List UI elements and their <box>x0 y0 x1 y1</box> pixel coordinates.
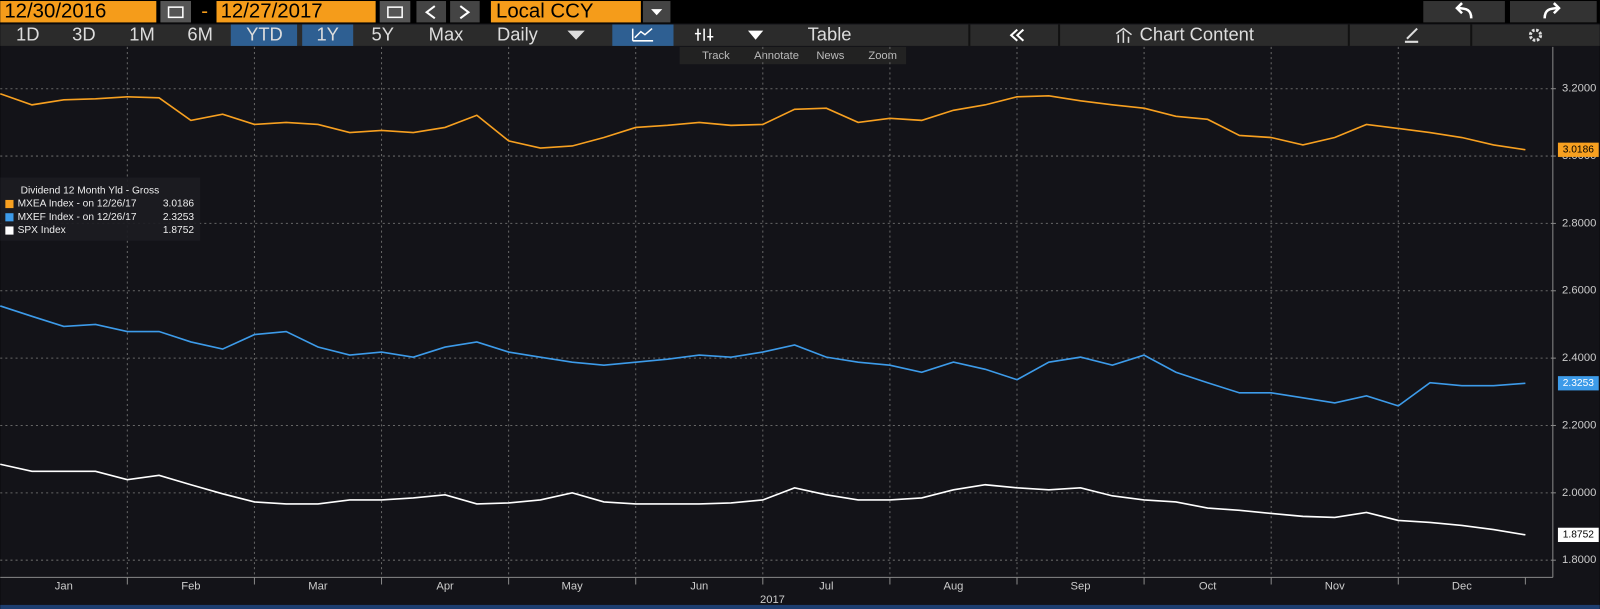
ytd-active <box>230 24 298 46</box>
undo-icon <box>1455 2 1473 19</box>
y-tick-label: 2.0000 <box>1562 487 1596 499</box>
legend-value: 3.0186 <box>163 199 194 210</box>
x-tick-label: Feb <box>181 581 200 593</box>
x-tick-label: Nov <box>1325 581 1345 593</box>
dropdown-icon <box>651 9 663 16</box>
calendar-icon <box>387 6 403 19</box>
period-button[interactable]: 6M <box>187 24 213 45</box>
date-separator: - <box>201 1 208 23</box>
y-tick-label: 3.2000 <box>1562 83 1596 95</box>
end-date: 12/27/2017 <box>221 1 323 23</box>
last-value-label: 3.0186 <box>1563 144 1594 155</box>
frequency-button[interactable]: Daily <box>497 24 539 45</box>
x-tick-label: Sep <box>1071 581 1091 593</box>
x-tick-label: Mar <box>308 581 328 593</box>
toolbar <box>0 24 1600 46</box>
period-button[interactable]: 1D <box>16 24 39 45</box>
last-value-tag <box>1557 376 1599 391</box>
y-tick-label: 2.4000 <box>1562 352 1596 364</box>
tool-button[interactable]: News <box>816 50 844 62</box>
edit-icon[interactable] <box>1404 27 1419 43</box>
prev-icon <box>424 5 436 20</box>
settings-icon[interactable] <box>1528 28 1543 42</box>
table-button[interactable]: Table <box>808 24 852 45</box>
x-tick-label: Apr <box>436 581 454 593</box>
legend-swatch <box>5 213 14 222</box>
last-value-label: 1.8752 <box>1563 530 1594 541</box>
legend-box <box>0 177 201 241</box>
next-button[interactable] <box>450 1 480 23</box>
series-line <box>0 463 1526 536</box>
bottom-strip <box>0 604 1600 609</box>
dividers <box>968 24 1473 46</box>
calendar-icon <box>167 6 184 19</box>
period-button[interactable]: 1Y <box>316 24 338 45</box>
tool-button[interactable]: Zoom <box>868 50 897 62</box>
chart-content-button[interactable]: Chart Content <box>1140 24 1254 45</box>
currency: Local CCY <box>496 1 594 23</box>
calendar-button[interactable] <box>160 1 191 23</box>
redo-icon <box>1543 2 1561 19</box>
undo-button[interactable] <box>1423 1 1505 23</box>
period-button[interactable]: 3D <box>72 24 95 45</box>
period-button[interactable]: Max <box>429 24 464 45</box>
end-date-field[interactable] <box>216 1 376 23</box>
collapse-icon[interactable] <box>1009 28 1025 42</box>
y-tick-label: 2.8000 <box>1562 217 1596 229</box>
line-chart-button[interactable] <box>612 24 674 46</box>
series-line <box>0 305 1526 407</box>
tool-button[interactable]: Track <box>702 50 730 62</box>
legend-value: 2.3253 <box>163 212 194 223</box>
start-date-field[interactable] <box>0 1 157 23</box>
last-value-tag <box>1557 142 1599 157</box>
y-tick-label: 2.2000 <box>1562 419 1596 431</box>
series-line <box>0 92 1526 151</box>
1y-active <box>302 24 354 46</box>
last-value-label: 2.3253 <box>1563 378 1594 389</box>
chart-content-icon <box>1115 27 1132 43</box>
legend-entry: SPX Index <box>18 225 66 236</box>
period-button[interactable]: 5Y <box>372 24 394 45</box>
currency-field[interactable] <box>490 1 641 23</box>
bar-icon <box>694 28 714 41</box>
last-value-tag <box>1557 527 1599 543</box>
x-tick-label: Jun <box>690 581 708 593</box>
x-tick-label: Aug <box>943 581 963 593</box>
dropdown-icon <box>747 30 764 40</box>
x-tick-label: Jul <box>819 581 833 593</box>
tools-bar <box>679 46 907 65</box>
dropdown-icon <box>567 30 585 40</box>
y-tick-label: 2.6000 <box>1562 285 1596 297</box>
legend-entry: MXEF Index - on 12/26/17 <box>18 212 137 223</box>
period-button[interactable]: 1M <box>129 24 155 45</box>
legend-entry: MXEA Index - on 12/26/17 <box>18 199 137 210</box>
line-chart-icon <box>631 27 654 42</box>
x-axis-label: 2017 <box>760 594 785 606</box>
redo-button[interactable] <box>1509 1 1597 23</box>
start-date: 12/30/2016 <box>4 1 106 23</box>
y-tick-label: 1.8000 <box>1562 554 1596 566</box>
tool-button[interactable]: Annotate <box>754 50 799 62</box>
x-tick-label: May <box>562 581 584 593</box>
period-button[interactable]: YTD <box>246 24 283 45</box>
legend-value: 1.8752 <box>163 225 194 236</box>
calendar-button[interactable] <box>379 1 411 23</box>
legend-swatch <box>5 199 14 209</box>
legend-swatch <box>5 226 14 235</box>
x-tick-label: Jan <box>55 581 73 593</box>
x-tick-label: Oct <box>1199 581 1217 593</box>
prev-button[interactable] <box>416 1 447 23</box>
next-icon <box>459 5 471 20</box>
legend-title: Dividend 12 Month Yld - Gross <box>21 185 160 196</box>
x-tick-label: Dec <box>1452 581 1472 593</box>
